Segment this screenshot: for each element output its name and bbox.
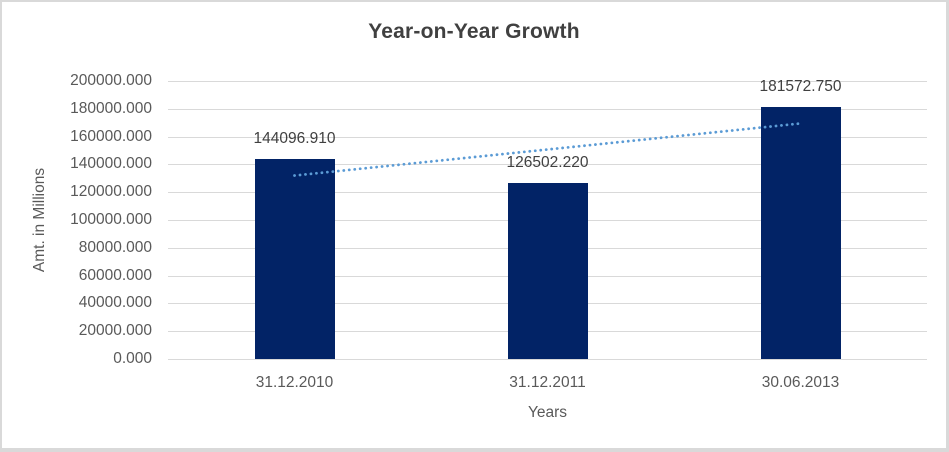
- x-axis-tick-label: 31.12.2010: [255, 374, 334, 391]
- y-axis-tick-label: 80000.000: [78, 238, 152, 256]
- x-axis-tick-label: 30.06.2013: [761, 374, 840, 391]
- y-axis-tick-label: 160000.000: [70, 127, 152, 145]
- y-gridline: [168, 359, 927, 360]
- y-axis-tick-label: 20000.000: [78, 322, 152, 340]
- y-axis-tick-label: 100000.000: [70, 211, 152, 228]
- y-axis-tick-label: 60000.000: [78, 266, 152, 284]
- y-axis-tick-label: 140000.000: [70, 155, 152, 173]
- y-axis-tick-label: 200000.000: [70, 72, 152, 89]
- bar: [507, 183, 588, 359]
- bar: [760, 106, 841, 359]
- y-axis-tick-label: 40000.000: [78, 294, 152, 312]
- y-gridline: [168, 81, 927, 82]
- y-axis-tick-label: 180000.000: [70, 99, 152, 117]
- x-axis-tick-label: 31.12.2011: [509, 374, 586, 391]
- y-gridline: [168, 108, 927, 110]
- y-axis-tick-label: 120000.000: [70, 183, 152, 201]
- bar: [254, 158, 335, 359]
- x-axis-title: Years: [527, 404, 568, 421]
- y-axis-tick-label: 0.000: [113, 350, 152, 367]
- chart-title: Year-on-Year Growth: [368, 20, 580, 43]
